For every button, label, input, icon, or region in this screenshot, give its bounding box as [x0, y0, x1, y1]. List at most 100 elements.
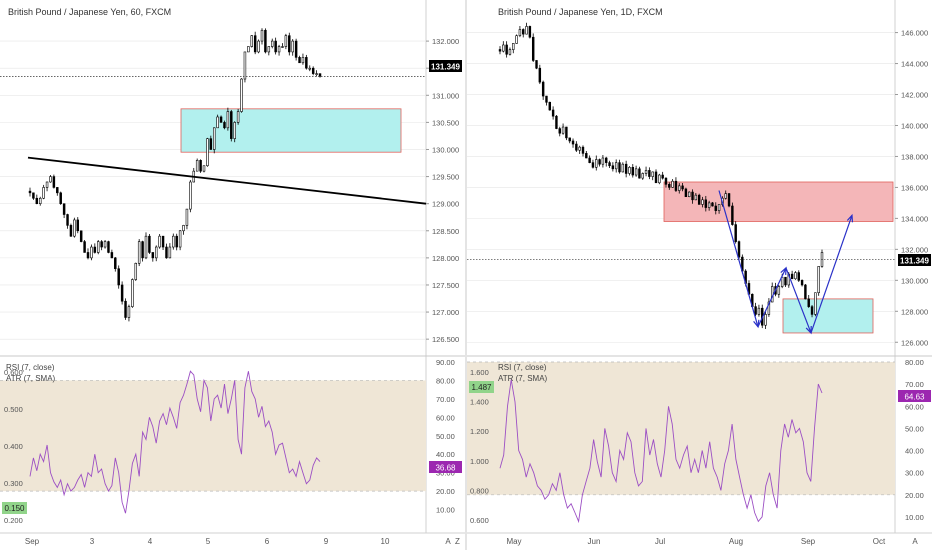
candle: [688, 191, 691, 198]
candle: [591, 159, 595, 169]
candle-body: [814, 292, 817, 315]
candle-body: [538, 67, 542, 83]
candle-body: [277, 46, 281, 53]
arrow-head: [846, 213, 854, 223]
candle: [545, 95, 548, 106]
candle: [525, 22, 528, 35]
candle-body: [240, 78, 243, 112]
candle: [807, 294, 810, 308]
left-time-axis[interactable]: ZSep3456910A: [0, 537, 451, 546]
right-rsi-pane: [467, 361, 895, 524]
projection-arrow-line: [757, 267, 787, 328]
rsi-band: [467, 362, 895, 495]
right-time-axis[interactable]: Z May Jun Jul Aug Sep Oct A: [455, 537, 918, 546]
rsi-band: [0, 380, 426, 492]
candle-body: [288, 35, 291, 53]
candle-body: [137, 241, 141, 264]
candle-body: [757, 307, 761, 315]
candle: [59, 191, 62, 205]
candle-body: [267, 46, 271, 53]
candle: [538, 64, 542, 85]
candle-body: [518, 29, 522, 36]
right-rsi-axis[interactable]: 80.00 70.00 60.00 50.00 40.00 30.00 20.00 10.00: [905, 358, 924, 522]
candle: [42, 184, 45, 200]
rsi-tick-label: 80.00: [436, 376, 455, 385]
candle-body: [668, 184, 671, 188]
candle: [253, 31, 257, 55]
candle: [206, 137, 209, 167]
candle-body: [541, 81, 545, 97]
right-chart[interactable]: 146.000 144.000 142.000 140.000 138.000 136.0…: [455, 0, 932, 550]
candle: [308, 65, 312, 72]
candle-body: [308, 67, 312, 70]
candle-body: [591, 162, 595, 168]
time-axis-label: Sep: [25, 537, 40, 546]
time-axis-label: 5: [206, 537, 211, 546]
candle: [757, 304, 761, 317]
candle: [45, 181, 49, 192]
right-rsi-legend: RSI (7, close): [498, 363, 547, 372]
candle-body: [551, 109, 555, 117]
candle: [117, 265, 120, 289]
price-tick-label: 129.500: [432, 173, 459, 182]
right-price-axis[interactable]: 146.000 144.000 142.000 140.000 138.000 136.0…: [895, 29, 928, 348]
candle: [28, 187, 32, 197]
rsi-line: [499, 379, 823, 524]
candle-body: [502, 44, 505, 52]
left-rsi-axis[interactable]: 90.00 80.00 70.00 60.00 50.00 40.00 30.00 20.00…: [436, 358, 455, 515]
rsi-tick-label: 20.00: [436, 487, 455, 496]
candle-body: [644, 170, 648, 174]
candle-body: [100, 241, 103, 248]
candle: [671, 179, 674, 188]
candle-body: [717, 204, 721, 211]
right-atr-axis[interactable]: 1.600 1.400 1.200 1.000 0.800 0.600: [470, 368, 489, 525]
left-chart[interactable]: 132.000131.500131.000130.500130.000129.5…: [0, 0, 465, 550]
left-rsi-tag: [429, 461, 462, 473]
price-tick-label: 130.000: [432, 145, 459, 154]
candle: [794, 271, 797, 280]
candle: [541, 80, 545, 100]
candle: [38, 196, 42, 206]
price-tick-label: 128.000: [432, 254, 459, 263]
candle: [674, 177, 678, 192]
candle: [694, 193, 698, 201]
time-axis-corner-label: Z: [455, 537, 460, 546]
left-atr-tag: [2, 502, 27, 514]
candle-body: [66, 214, 69, 226]
right-price-grid: [467, 32, 895, 343]
atr-tick-label: 0.800: [470, 486, 489, 495]
candle-body: [96, 241, 100, 253]
candle-body: [206, 138, 209, 167]
candle-body: [226, 111, 230, 129]
candle: [148, 234, 151, 255]
rsi-tick-label: 50.00: [436, 432, 455, 441]
left-candles: [28, 28, 322, 322]
candle-body: [737, 241, 741, 258]
rsi-tick-label: 30.00: [436, 469, 455, 478]
candle-body: [674, 180, 678, 191]
candle-body: [648, 170, 651, 177]
candle-body: [236, 111, 240, 123]
left-atr-axis[interactable]: 0.600 0.500 0.400 0.300 0.200: [4, 368, 23, 525]
candle: [515, 34, 518, 44]
candle-body: [110, 252, 114, 259]
price-tick-label: 146.000: [901, 29, 928, 38]
candle: [754, 302, 757, 317]
time-axis-label: 9: [324, 537, 329, 546]
candle: [32, 192, 35, 200]
candle-body: [189, 181, 192, 210]
candle-body: [807, 298, 810, 307]
candle: [764, 311, 767, 329]
candle-body: [641, 173, 644, 179]
time-axis-label: Sep: [801, 537, 816, 546]
candle-body: [305, 57, 308, 69]
candle: [86, 248, 90, 260]
price-tick-label: 132.000: [432, 37, 459, 46]
candle-body: [120, 284, 124, 302]
price-tick-label: 140.000: [901, 121, 928, 130]
candle-body: [767, 301, 771, 315]
candle-body: [32, 192, 35, 199]
right-atr-tag-label: 1.487: [471, 383, 492, 392]
candle-body: [42, 187, 45, 199]
candle-body: [281, 46, 284, 48]
